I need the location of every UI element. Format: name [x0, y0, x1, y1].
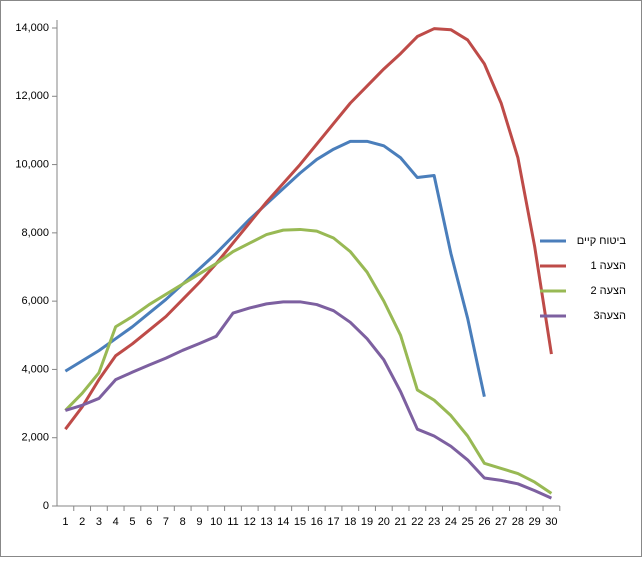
x-tick-label: 7 — [163, 516, 169, 528]
x-tick-label: 5 — [129, 516, 135, 528]
x-tick-label: 1 — [62, 516, 68, 528]
legend-label: הצעה3 — [594, 310, 626, 322]
x-tick-label: 29 — [529, 516, 541, 528]
x-tick-label: 13 — [260, 516, 272, 528]
legend-label: הצעה 2 — [590, 285, 626, 297]
y-tick-label: 6,000 — [21, 295, 49, 307]
x-tick-label: 28 — [512, 516, 524, 528]
series-line — [64, 27, 553, 431]
x-tick-label: 16 — [311, 516, 323, 528]
y-tick-label: 14,000 — [15, 22, 49, 34]
y-tick-label: 2,000 — [21, 432, 49, 444]
x-tick-label: 2 — [79, 516, 85, 528]
y-tick-label: 12,000 — [15, 90, 49, 102]
x-tick-label: 19 — [361, 516, 373, 528]
x-tick-label: 17 — [327, 516, 339, 528]
y-tick-label: 10,000 — [15, 158, 49, 170]
x-tick-label: 6 — [146, 516, 152, 528]
x-tick-label: 20 — [378, 516, 390, 528]
x-tick-label: 3 — [96, 516, 102, 528]
x-tick-label: 10 — [210, 516, 222, 528]
x-tick-label: 18 — [344, 516, 356, 528]
x-tick-label: 9 — [196, 516, 202, 528]
x-tick-label: 8 — [180, 516, 186, 528]
x-tick-label: 24 — [445, 516, 457, 528]
x-tick-label: 14 — [277, 516, 289, 528]
legend-label: ביטוח קיים — [577, 235, 627, 247]
x-tick-label: 25 — [461, 516, 473, 528]
y-tick-label: 4,000 — [21, 363, 49, 375]
series-line — [64, 139, 486, 398]
y-tick-label: 0 — [43, 500, 49, 512]
x-tick-label: 11 — [227, 516, 238, 528]
x-tick-label: 12 — [244, 516, 256, 528]
x-tick-label: 22 — [411, 516, 423, 528]
series-line — [64, 227, 553, 495]
x-tick-label: 15 — [294, 516, 306, 528]
series-line — [64, 300, 553, 500]
x-tick-label: 30 — [545, 516, 557, 528]
y-tick-label: 8,000 — [21, 227, 49, 239]
x-tick-label: 26 — [478, 516, 490, 528]
x-tick-label: 4 — [113, 516, 119, 528]
x-tick-label: 21 — [394, 516, 406, 528]
x-tick-label: 23 — [428, 516, 440, 528]
x-tick-label: 27 — [495, 516, 507, 528]
legend-label: הצעה 1 — [590, 260, 626, 272]
